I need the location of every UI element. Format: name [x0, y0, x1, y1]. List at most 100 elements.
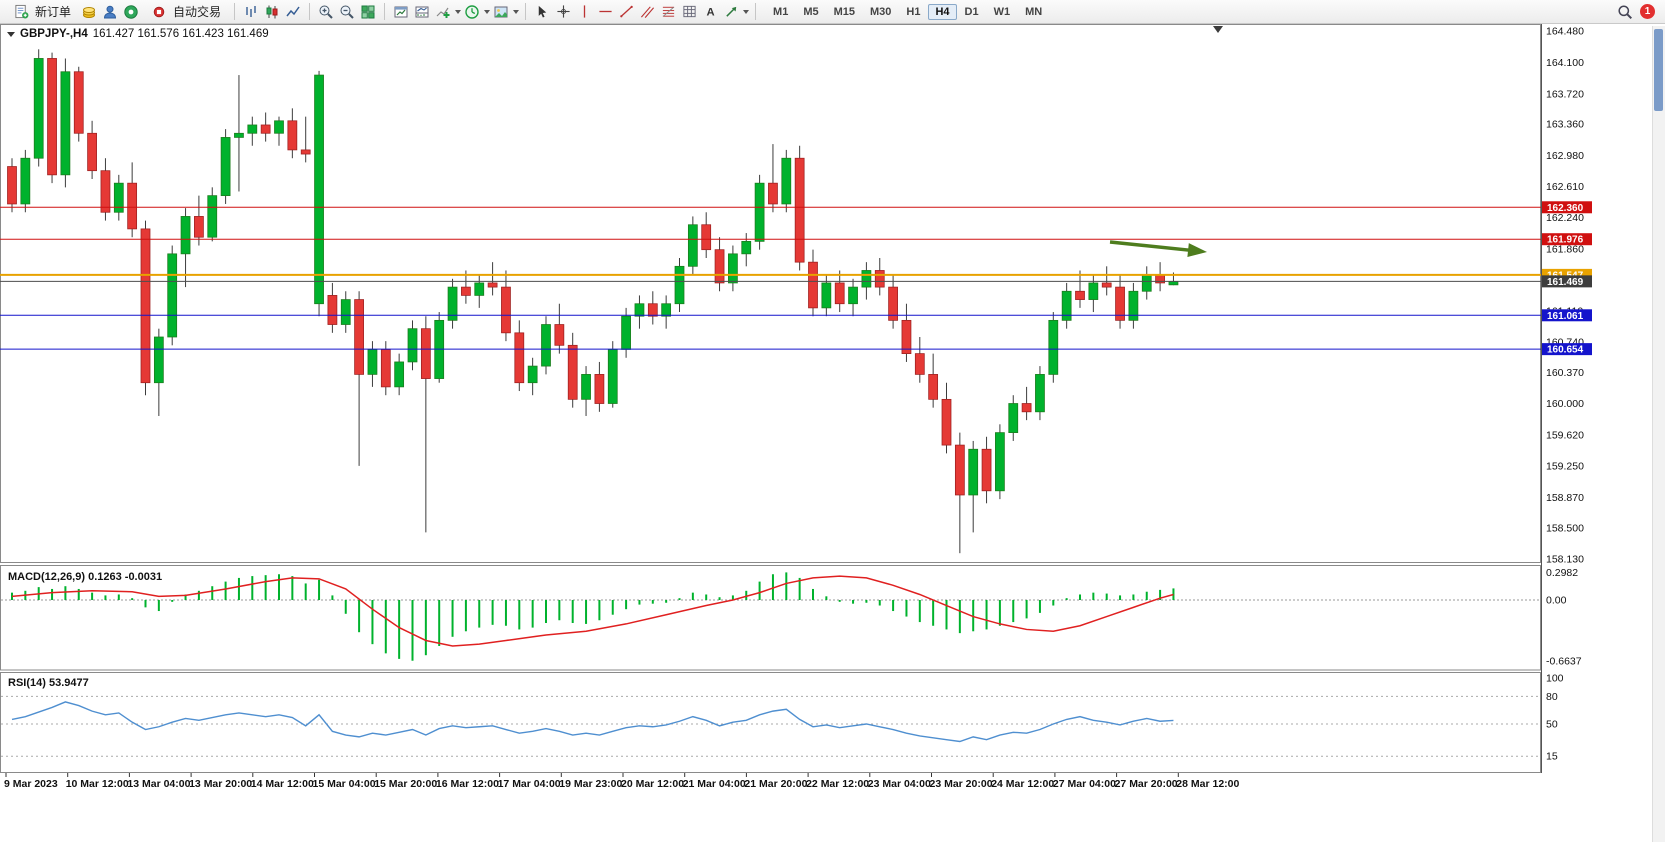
zoom-out-icon[interactable]: [337, 2, 357, 21]
time-label: 22 Mar 12:00: [806, 778, 869, 790]
timeframe-D1[interactable]: D1: [964, 5, 979, 18]
bull-candle: [781, 157, 792, 205]
cursor-icon[interactable]: [532, 2, 552, 21]
fibonacci-tool-icon[interactable]: [658, 2, 678, 21]
price-marker-label: 161.976: [1547, 235, 1584, 246]
price-tick-label: 160.370: [1546, 367, 1584, 379]
new-window-icon[interactable]: [391, 2, 411, 21]
bear-candle: [1101, 282, 1112, 288]
template-icon[interactable]: [491, 2, 511, 21]
channel-tool-icon[interactable]: [637, 2, 657, 21]
bull-candle: [153, 336, 164, 384]
search-icon[interactable]: [1615, 2, 1635, 21]
arrow-annotation-shaft[interactable]: [1109, 240, 1194, 253]
crosshair-icon[interactable]: [553, 2, 573, 21]
trendline-tool-icon[interactable]: [616, 2, 636, 21]
macd-label: MACD(12,26,9) 0.1263 -0.0031: [8, 571, 163, 583]
scrollbar-thumb[interactable]: [1654, 29, 1663, 111]
bear-candle: [701, 224, 712, 251]
bear-candle: [594, 374, 605, 404]
chart-shift-marker[interactable]: [1213, 26, 1223, 33]
bull-candle: [180, 216, 191, 255]
periods-caret-icon[interactable]: [484, 9, 491, 14]
time-label: 21 Mar 20:00: [744, 778, 807, 790]
line-chart-icon[interactable]: [283, 2, 303, 21]
time-label: 19 Mar 23:00: [559, 778, 622, 790]
price-axis[interactable]: 164.480 164.100 163.720 163.360 162.980 162.6…: [1546, 26, 1584, 566]
rsi-line: [11, 701, 1174, 743]
arrows-tool-icon[interactable]: [721, 2, 741, 21]
bear-candle: [287, 120, 298, 151]
community-icon[interactable]: [121, 2, 141, 21]
price-tick-label: 159.620: [1546, 430, 1584, 442]
bear-candle: [327, 295, 338, 325]
bull-candle: [1141, 274, 1152, 292]
bear-candle: [928, 374, 939, 400]
arrows-tool-caret-icon[interactable]: [743, 9, 750, 14]
bear-candle: [874, 270, 885, 288]
market-watch-icon[interactable]: [79, 2, 99, 21]
bar-chart-icon[interactable]: [241, 2, 261, 21]
timeframe-MN[interactable]: MN: [1025, 5, 1043, 18]
notification-badge[interactable]: 1: [1640, 4, 1655, 19]
chart-dropdown-icon[interactable]: [7, 31, 15, 37]
time-label: 15 Mar 04:00: [313, 778, 376, 790]
new-order-button[interactable]: 新订单: [4, 0, 78, 23]
horizontal-line-tool-icon[interactable]: [595, 2, 615, 21]
vertical-line-tool-icon[interactable]: [574, 2, 594, 21]
price-tick-label: 158.500: [1546, 523, 1584, 535]
chart-title: GBPJPY-,H4 161.427 161.576 161.423 161.4…: [7, 28, 269, 40]
chart-canvas[interactable]: 164.480 164.100 163.720 163.360 162.980 162.6…: [0, 24, 1665, 844]
bear-candle: [714, 249, 725, 284]
toolbar-separator: [755, 3, 757, 20]
bear-candle: [47, 58, 57, 176]
candlestick-chart-icon[interactable]: [262, 2, 282, 21]
bear-candle: [808, 261, 818, 309]
text-tool-icon[interactable]: A: [700, 2, 720, 21]
bull-candle: [234, 132, 244, 138]
tile-windows-icon[interactable]: [358, 2, 378, 21]
bull-candle: [60, 71, 71, 176]
bear-candle: [514, 332, 525, 384]
price-tick-label: 162.240: [1546, 212, 1584, 224]
timeframe-M1[interactable]: M1: [773, 5, 789, 18]
bear-candle: [647, 303, 658, 317]
auto-trading-button[interactable]: 自动交易: [142, 0, 228, 23]
timeframe-M5[interactable]: M5: [803, 5, 819, 18]
bear-candle: [73, 71, 84, 134]
timeframe-W1[interactable]: W1: [993, 5, 1011, 18]
time-label: 23 Mar 04:00: [868, 778, 931, 790]
timeframe-H1[interactable]: H1: [906, 5, 921, 18]
price-marker-label: 162.360: [1547, 203, 1584, 214]
bull-candle: [634, 303, 645, 317]
bull-candle: [1061, 290, 1072, 321]
bear-candle: [914, 353, 925, 375]
window-layout-icon[interactable]: [412, 2, 432, 21]
zoom-in-icon[interactable]: [316, 2, 336, 21]
bear-candle: [487, 282, 498, 288]
price-marker-box: [1542, 275, 1592, 288]
rsi-axis-label: 100: [1546, 673, 1564, 685]
bear-candle: [554, 324, 565, 346]
bull-candle: [394, 361, 405, 388]
price-tick-label: 158.870: [1546, 492, 1584, 504]
bull-candle: [207, 195, 218, 238]
template-caret-icon[interactable]: [513, 9, 520, 14]
timeframe-H4[interactable]: H4: [928, 3, 957, 20]
price-marker-box: [1542, 343, 1592, 356]
accounts-icon[interactable]: [100, 2, 120, 21]
bull-candle: [474, 282, 485, 296]
time-label: 13 Mar 04:00: [127, 778, 190, 790]
add-indicator-icon[interactable]: [433, 2, 453, 21]
timeframe-M15[interactable]: M15: [833, 5, 855, 18]
price-marker-label: 160.654: [1547, 345, 1584, 356]
add-indicator-caret-icon[interactable]: [455, 9, 462, 14]
arrow-annotation-head[interactable]: [1187, 243, 1207, 258]
grid-tool-icon[interactable]: [679, 2, 699, 21]
timeframe-M30[interactable]: M30: [870, 5, 892, 18]
toolbar-separator: [309, 3, 311, 20]
bear-candle: [834, 282, 845, 305]
periods-icon[interactable]: [462, 2, 482, 21]
vertical-scrollbar[interactable]: [1652, 26, 1665, 842]
